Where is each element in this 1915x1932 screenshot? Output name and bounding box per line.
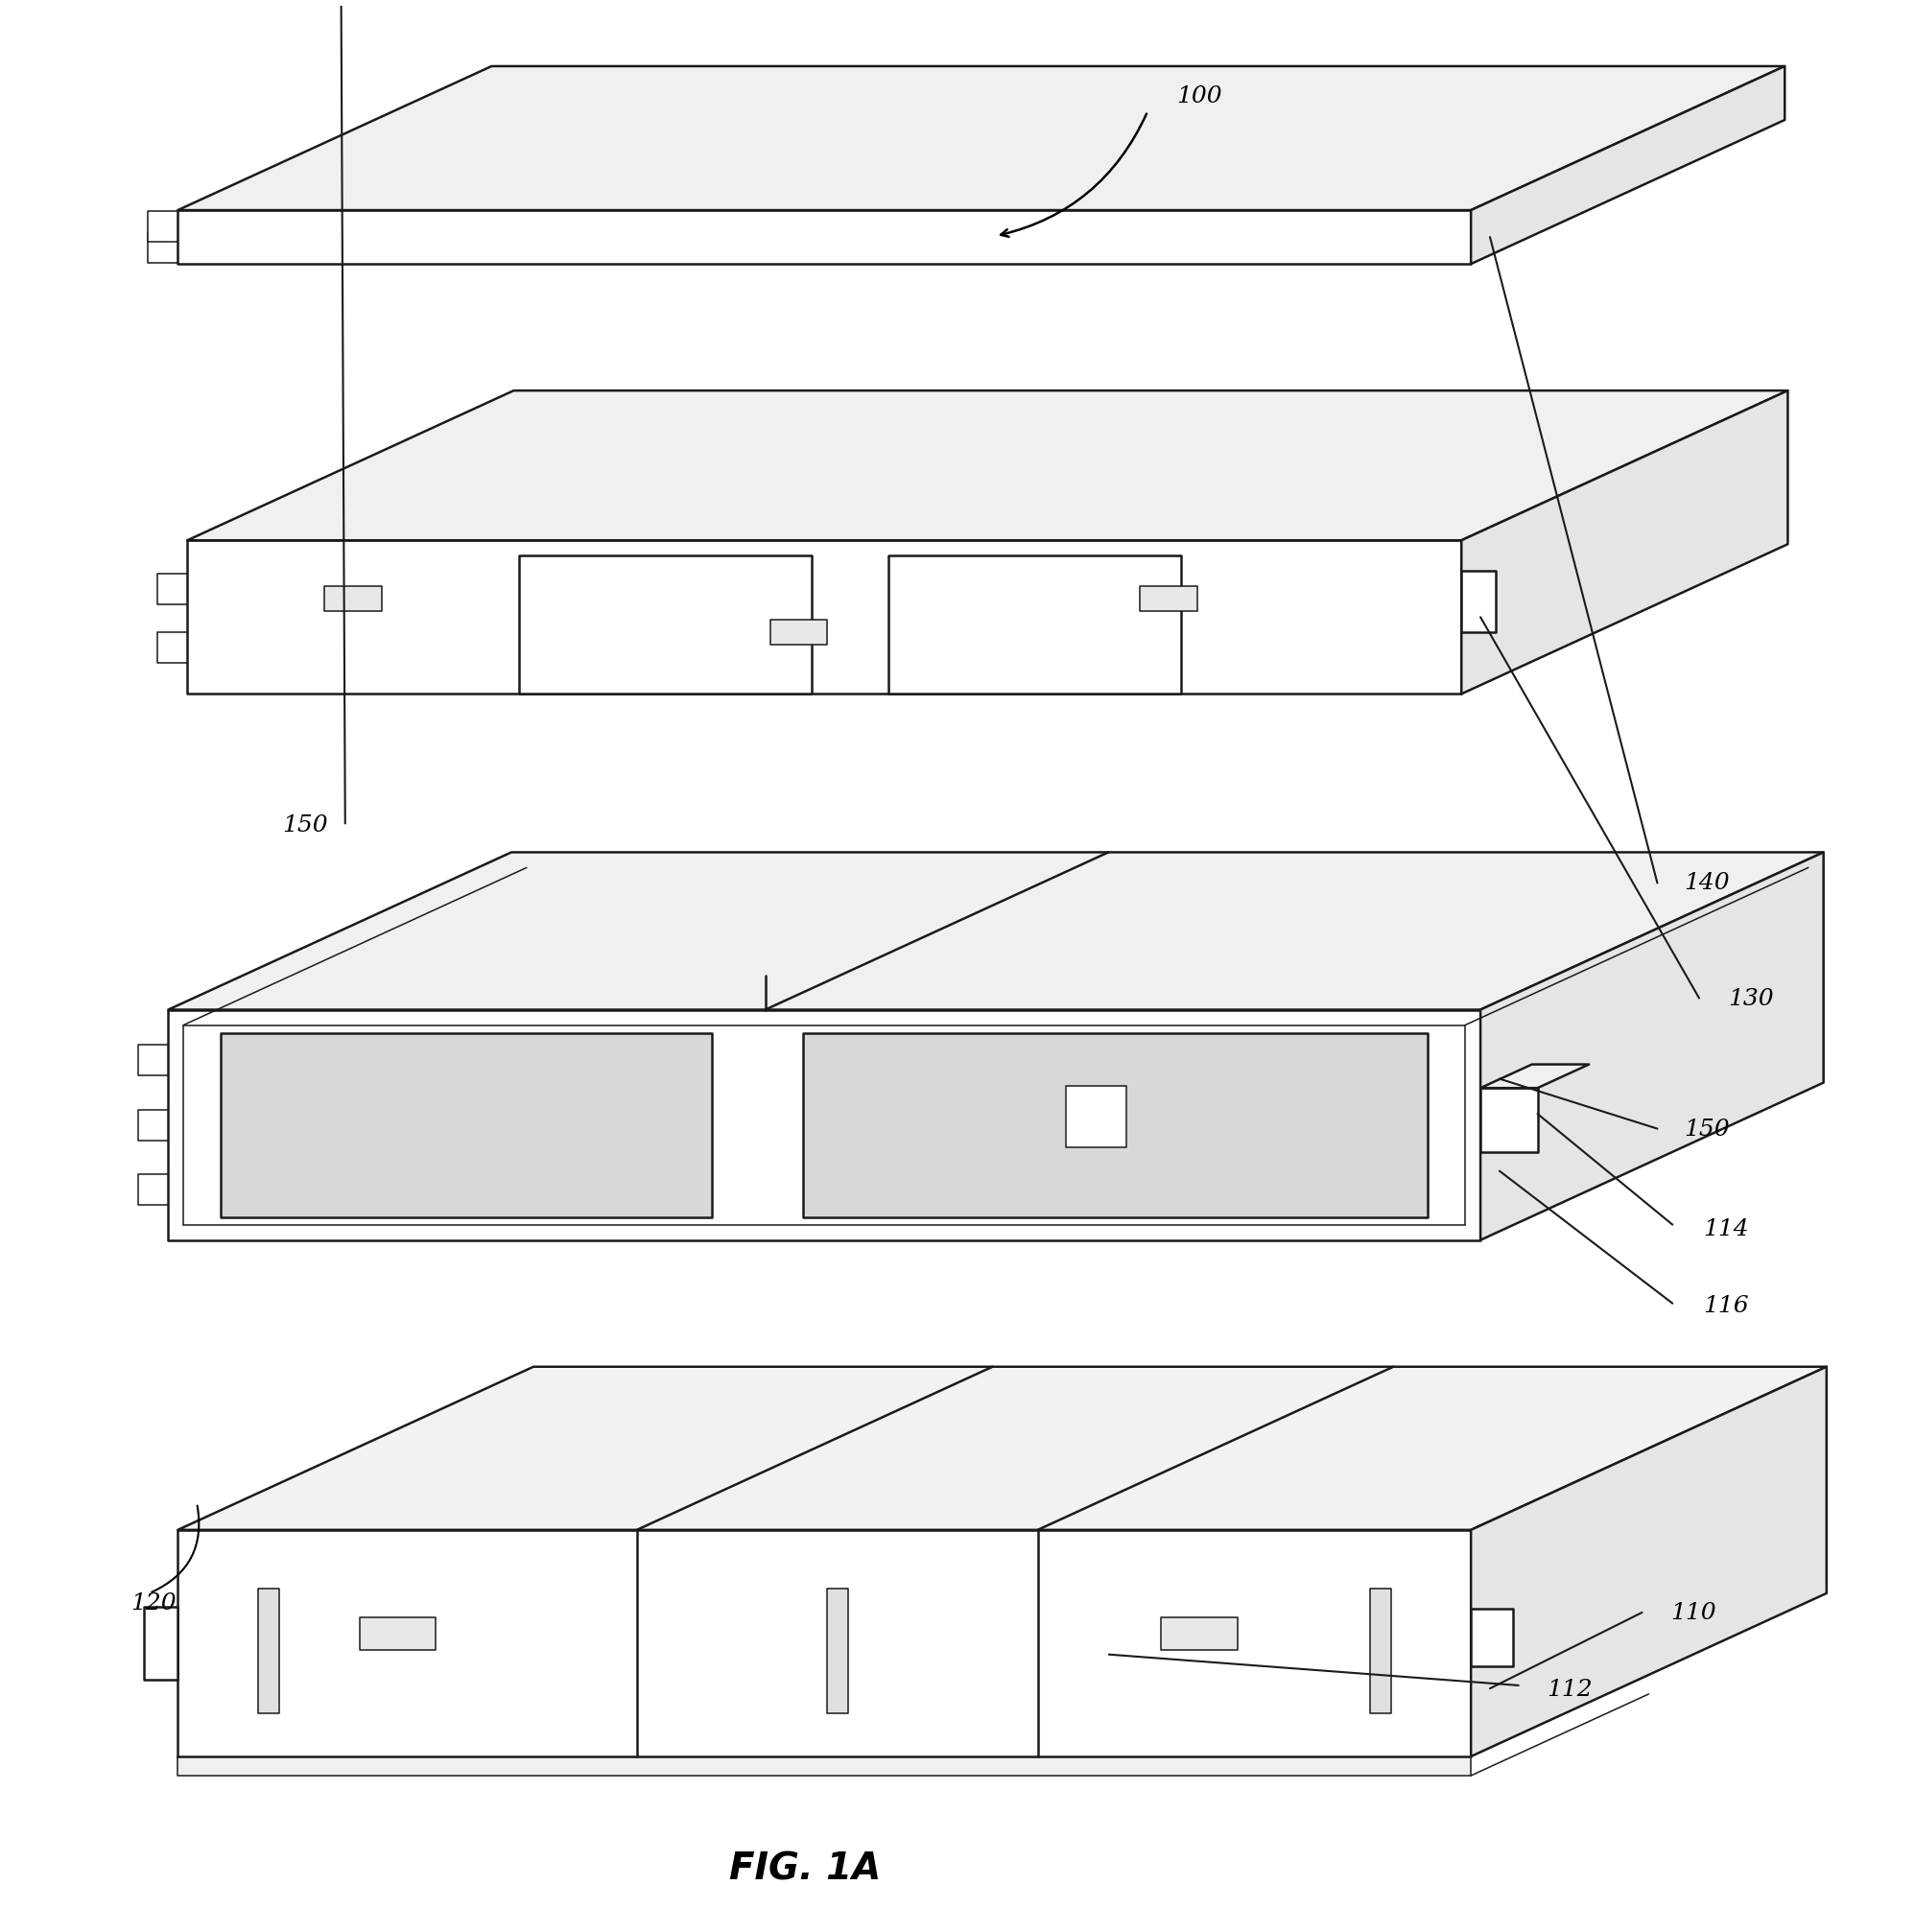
Polygon shape (178, 211, 1471, 265)
Polygon shape (519, 556, 812, 694)
Polygon shape (1480, 852, 1823, 1240)
Polygon shape (259, 1588, 280, 1714)
Polygon shape (1067, 1086, 1126, 1148)
Polygon shape (178, 1756, 1471, 1776)
Polygon shape (770, 620, 827, 645)
Polygon shape (804, 1034, 1429, 1217)
Polygon shape (178, 68, 1785, 211)
Polygon shape (889, 556, 1182, 694)
Text: 130: 130 (1727, 987, 1773, 1009)
Polygon shape (1480, 1065, 1589, 1088)
Polygon shape (1139, 587, 1197, 612)
Polygon shape (178, 1368, 1827, 1530)
Text: FIG. 1A: FIG. 1A (730, 1849, 881, 1886)
Text: 114: 114 (1702, 1217, 1748, 1240)
Text: 120: 120 (130, 1592, 176, 1613)
Polygon shape (1461, 392, 1789, 694)
Polygon shape (138, 1045, 169, 1076)
Polygon shape (138, 1109, 169, 1140)
Text: 112: 112 (1547, 1677, 1593, 1700)
Text: 116: 116 (1702, 1294, 1748, 1316)
Polygon shape (157, 634, 188, 665)
Polygon shape (188, 392, 1789, 541)
Text: 150: 150 (282, 815, 327, 837)
Polygon shape (169, 852, 1823, 1010)
Polygon shape (144, 1607, 178, 1679)
Polygon shape (827, 1588, 848, 1714)
Polygon shape (1461, 572, 1496, 634)
Polygon shape (1471, 68, 1785, 265)
Polygon shape (1369, 1588, 1390, 1714)
Polygon shape (1480, 1088, 1538, 1153)
Polygon shape (147, 213, 178, 242)
Polygon shape (1471, 1368, 1827, 1756)
Polygon shape (178, 1530, 1471, 1756)
Text: 110: 110 (1670, 1602, 1716, 1623)
Polygon shape (1160, 1617, 1237, 1650)
Text: 140: 140 (1683, 871, 1729, 895)
Polygon shape (188, 541, 1461, 694)
Polygon shape (157, 576, 188, 605)
Polygon shape (138, 1175, 169, 1206)
Polygon shape (220, 1034, 712, 1217)
Polygon shape (1471, 1609, 1513, 1665)
Polygon shape (324, 587, 381, 612)
Polygon shape (147, 234, 178, 265)
Polygon shape (169, 1010, 1480, 1240)
Text: 150: 150 (1683, 1117, 1729, 1140)
Text: 100: 100 (1176, 85, 1222, 108)
Polygon shape (360, 1617, 437, 1650)
